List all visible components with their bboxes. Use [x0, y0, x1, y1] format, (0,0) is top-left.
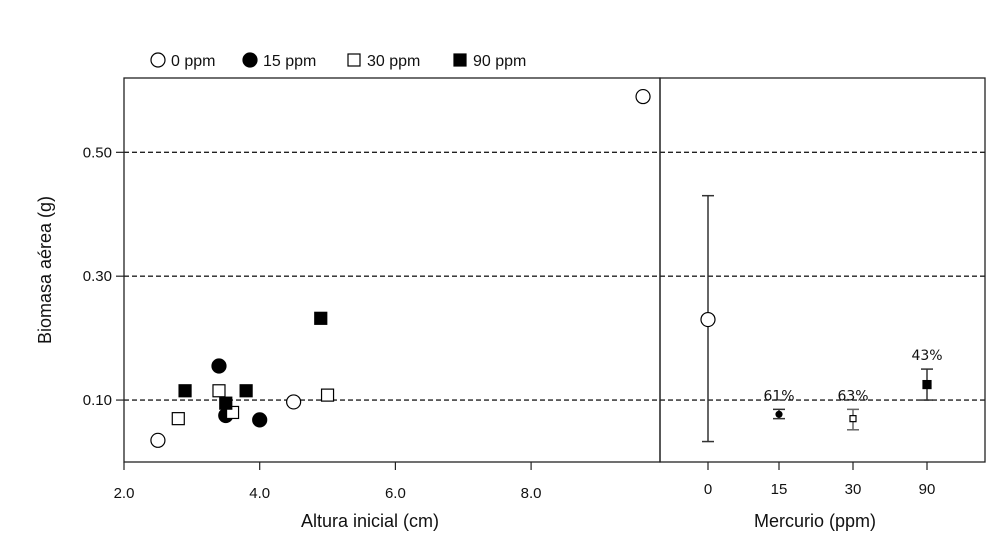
y-tick-label: 0.10: [83, 392, 112, 409]
x-tick-label: 2.0: [114, 485, 135, 502]
legend: 0 ppm 15 ppm 30 ppm 90 ppm: [150, 52, 526, 70]
legend-label: 30 ppm: [367, 53, 420, 70]
x-axis-ticks-right: 0 15 30 90: [704, 462, 936, 498]
x-tick-label: 90: [919, 481, 936, 498]
legend-marker: [347, 53, 361, 67]
x-axis-title-right: Mercurio (ppm): [754, 511, 876, 531]
legend-label: 15 ppm: [263, 53, 316, 70]
legend-marker: [150, 52, 166, 68]
data-point: [171, 412, 185, 426]
data-point: [212, 384, 226, 398]
data-point: [178, 384, 192, 398]
percent-label: 63%: [837, 388, 868, 404]
data-point: [211, 358, 227, 374]
legend-marker: [242, 52, 258, 68]
data-point: [150, 432, 166, 448]
percent-label: 43%: [911, 348, 942, 364]
data-point: [252, 412, 268, 428]
percent-label: 61%: [763, 388, 794, 404]
data-point: [635, 88, 651, 105]
x-axis-title-left: Altura inicial (cm): [301, 511, 439, 531]
data-point: [314, 311, 328, 325]
legend-marker: [453, 53, 467, 67]
mean-point: [775, 410, 783, 418]
mean-points: 61% 63% 43%: [700, 194, 943, 443]
x-axis-ticks-left: 2.0 4.0 6.0 8.0: [114, 462, 542, 502]
left-panel-frame: [123, 77, 661, 463]
x-tick-label: 15: [771, 481, 788, 498]
x-tick-label: 30: [845, 481, 862, 498]
data-point: [239, 384, 253, 398]
y-axis-title: Biomasa aérea (g): [35, 196, 55, 344]
data-point: [320, 388, 335, 402]
y-axis-ticks: 0.10 0.30 0.50: [83, 144, 124, 409]
right-panel-frame: [659, 77, 986, 463]
x-tick-label: 4.0: [249, 485, 270, 502]
data-point: [219, 396, 233, 410]
legend-label: 90 ppm: [473, 53, 526, 70]
legend-label: 0 ppm: [171, 53, 215, 70]
x-tick-label: 6.0: [385, 485, 406, 502]
y-tick-label: 0.30: [83, 268, 112, 285]
mean-point: [700, 311, 716, 328]
y-tick-label: 0.50: [83, 144, 112, 161]
x-tick-label: 8.0: [521, 485, 542, 502]
mean-point: [849, 415, 857, 423]
data-point: [286, 394, 302, 410]
x-tick-label: 0: [704, 481, 712, 498]
grid-lines: [124, 151, 985, 401]
scatter-points: [150, 88, 651, 448]
mean-point: [922, 379, 932, 390]
